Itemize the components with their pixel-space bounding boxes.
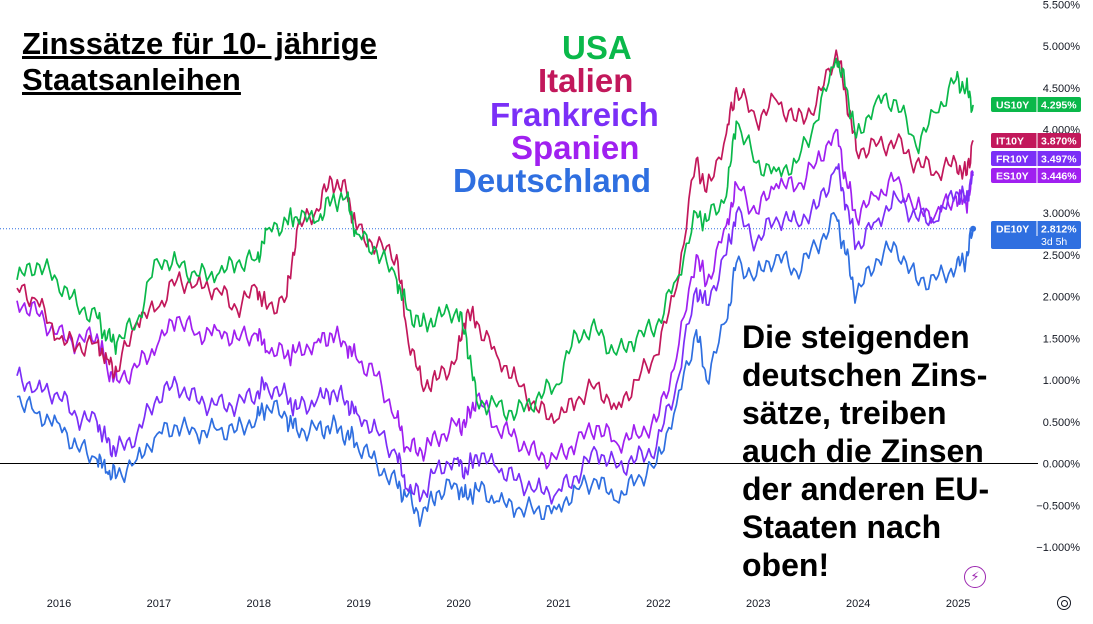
flash-icon[interactable]: ⚡ <box>964 566 986 588</box>
y-tick-label: −0.500% <box>1036 500 1080 512</box>
price-tag-us10y: US10Y 4.295% <box>991 97 1081 112</box>
legend-usa: USA <box>562 29 632 66</box>
chart-axes: 5.500%5.000%4.500%4.000%3.500%3.000%2.50… <box>0 0 1080 610</box>
y-tick-label: 1.000% <box>1043 375 1081 387</box>
series-last-point <box>970 225 977 232</box>
price-tag-symbol: IT10Y <box>996 136 1024 148</box>
y-tick-label: 3.000% <box>1043 208 1081 220</box>
x-tick-label: 2024 <box>846 598 870 610</box>
annotation-line: sätze, treiben <box>742 395 947 431</box>
y-tick-label: 2.500% <box>1043 250 1081 262</box>
x-tick-label: 2020 <box>446 598 470 610</box>
y-tick-label: −1.000% <box>1036 542 1080 554</box>
legend-frankreich: Frankreich <box>490 96 659 133</box>
price-tag-symbol: ES10Y <box>996 171 1029 183</box>
price-tag-value: 3.446% <box>1041 171 1077 183</box>
annotation-line: auch die Zinsen <box>742 433 984 469</box>
annotation-line: oben! <box>742 547 830 583</box>
price-tag-value: 3.870% <box>1041 136 1077 148</box>
y-tick-label: 4.500% <box>1043 83 1081 95</box>
chart-title: Zinssätze für 10- jährige Staatsanleihen <box>22 26 377 98</box>
price-tag-bg <box>991 221 1081 249</box>
series-line-italien <box>16 49 974 424</box>
price-tags: US10Y 4.295% IT10Y 3.870% FR10Y 3.497% ES10Y 3.… <box>991 97 1081 249</box>
price-tag-it10y: IT10Y 3.870% <box>991 133 1081 148</box>
x-tick-label: 2022 <box>646 598 670 610</box>
price-tag-value: 4.295% <box>1041 100 1077 112</box>
annotation-line: deutschen Zins- <box>742 357 988 393</box>
price-tag-symbol: US10Y <box>996 100 1029 112</box>
price-tag-value: 3.497% <box>1041 154 1077 166</box>
x-tick-label: 2016 <box>47 598 71 610</box>
annotation-line: Staaten nach <box>742 509 942 545</box>
price-tag-fr10y: FR10Y 3.497% <box>991 151 1081 166</box>
y-tick-label: 0.000% <box>1043 459 1081 471</box>
price-tag-es10y: ES10Y 3.446% <box>991 168 1081 183</box>
legend-italien: Italien <box>538 62 634 99</box>
x-tick-label: 2025 <box>946 598 970 610</box>
price-tag-value: 2.812% <box>1041 224 1077 236</box>
chart-series <box>16 49 977 527</box>
series-line-frankreich <box>16 163 974 505</box>
y-tick-label: 2.000% <box>1043 292 1081 304</box>
annotation-line: der anderen EU- <box>742 471 990 507</box>
x-tick-label: 2019 <box>346 598 370 610</box>
series-line-deutschland <box>16 211 974 527</box>
y-tick-label: 5.000% <box>1043 41 1081 53</box>
title-line-1: Zinssätze für 10- jährige <box>22 26 377 61</box>
x-tick-label: 2017 <box>147 598 171 610</box>
price-tag-symbol: DE10Y <box>996 224 1029 236</box>
price-tag-bg <box>991 133 1081 148</box>
legend-deutschland: Deutschland <box>453 162 652 199</box>
price-tag-bg <box>991 168 1081 183</box>
y-tick-label: 0.500% <box>1043 417 1081 429</box>
legend-spanien: Spanien <box>511 129 640 166</box>
price-tag-countdown: 3d 5h <box>1041 236 1067 248</box>
price-tag-bg <box>991 97 1081 112</box>
price-tag-symbol: FR10Y <box>996 154 1029 166</box>
y-tick-label: 5.500% <box>1043 0 1081 11</box>
series-line-usa <box>16 57 974 422</box>
annotation-text: Die steigenden deutschen Zins- sätze, tr… <box>742 318 1042 584</box>
settings-icon[interactable] <box>1057 596 1071 610</box>
price-tag-de10y: DE10Y 2.812%3d 5h <box>991 221 1081 249</box>
y-tick-label: 1.500% <box>1043 333 1081 345</box>
x-tick-label: 2023 <box>746 598 770 610</box>
x-tick-label: 2021 <box>546 598 570 610</box>
price-tag-bg <box>991 151 1081 166</box>
x-tick-label: 2018 <box>247 598 271 610</box>
title-line-2: Staatsanleihen <box>22 62 241 97</box>
annotation-line: Die steigenden <box>742 319 970 355</box>
